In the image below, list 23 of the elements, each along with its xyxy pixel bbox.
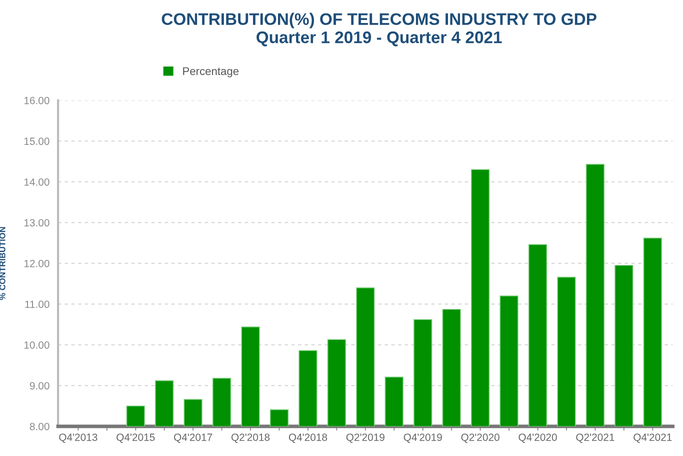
- y-tick-label: 10.00: [24, 341, 50, 349]
- y-tick-label: 8.00: [30, 422, 50, 430]
- x-tick-label: Q4'2020: [518, 434, 557, 443]
- y-tick-label: 14.00: [24, 178, 50, 186]
- x-tick-label: Q4'2017: [174, 434, 212, 443]
- y-tick-label: 11.00: [25, 300, 50, 308]
- chart-title: CONTRIBUTION(%) OF TELECOMS INDUSTRY TO GDP: [162, 12, 596, 28]
- x-tick-label: Q4'2021: [634, 434, 672, 443]
- y-tick-label: 16.00: [24, 96, 50, 104]
- legend-label: Percentage: [183, 67, 239, 78]
- x-tick-label: Q2'2018: [231, 434, 270, 443]
- y-tick-label: 13.00: [24, 219, 50, 226]
- y-tick-label: 15.00: [24, 138, 50, 145]
- y-tick-label: 9.00: [30, 382, 50, 390]
- y-tick-label: 12.00: [24, 260, 50, 268]
- chart-subtitle: Quarter 1 2019 - Quarter 4 2021: [256, 31, 502, 46]
- x-tick-label: Q2'2021: [576, 434, 614, 443]
- x-tick-label: Q4'2019: [404, 434, 442, 443]
- x-tick-label: Q4'2015: [116, 434, 155, 443]
- x-tick-label: Q4'2013: [59, 434, 98, 443]
- x-tick-label: Q2'2019: [346, 434, 384, 443]
- x-tick-label: Q2'2020: [461, 434, 500, 443]
- x-tick-label: Q4'2018: [288, 434, 328, 443]
